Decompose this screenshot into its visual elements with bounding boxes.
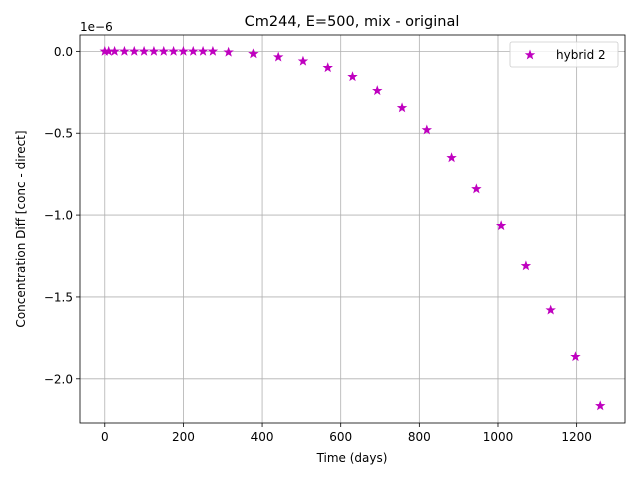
x-axis: 0 200 400 600 800 1000 1200 bbox=[101, 423, 592, 444]
data-point bbox=[570, 351, 581, 362]
legend-label: hybrid 2 bbox=[556, 48, 606, 62]
legend-star-icon bbox=[524, 49, 536, 60]
data-point bbox=[188, 45, 199, 56]
data-point bbox=[322, 62, 333, 73]
x-tick-label: 400 bbox=[251, 430, 274, 444]
data-point bbox=[138, 45, 150, 56]
data-point bbox=[595, 400, 606, 411]
data-point bbox=[421, 124, 433, 135]
data-point bbox=[158, 45, 169, 56]
data-point bbox=[396, 102, 408, 113]
data-point bbox=[129, 45, 140, 56]
data-point bbox=[545, 304, 556, 315]
data-point bbox=[446, 152, 457, 163]
plot-frame bbox=[79, 34, 626, 424]
x-tick-label: 1000 bbox=[483, 430, 514, 444]
y-tick-label: 0.0 bbox=[54, 45, 73, 59]
x-axis-label: Time (days) bbox=[316, 451, 388, 465]
data-point bbox=[148, 45, 160, 56]
y-offset-text: 1e−6 bbox=[80, 20, 113, 34]
x-tick-label: 200 bbox=[172, 430, 195, 444]
data-point bbox=[178, 45, 189, 56]
y-tick-label: −0.5 bbox=[44, 127, 73, 141]
y-tick-label: −1.5 bbox=[44, 290, 73, 304]
data-points bbox=[99, 45, 606, 411]
data-point bbox=[207, 45, 219, 56]
data-point bbox=[520, 260, 532, 271]
data-point bbox=[471, 183, 482, 194]
x-tick-label: 800 bbox=[408, 430, 431, 444]
grid bbox=[80, 35, 625, 423]
legend-box bbox=[509, 41, 619, 68]
data-point bbox=[495, 220, 507, 231]
data-point bbox=[109, 45, 120, 56]
data-point bbox=[347, 71, 358, 82]
legend: hybrid 2 bbox=[509, 41, 619, 68]
data-point bbox=[248, 48, 259, 59]
data-point bbox=[197, 45, 209, 56]
y-tick-label: −1.0 bbox=[44, 209, 73, 223]
data-point bbox=[297, 55, 309, 66]
y-axis-label: Concentration Diff [conc - direct] bbox=[14, 130, 28, 327]
y-tick-label: −2.0 bbox=[44, 372, 73, 386]
data-point bbox=[272, 51, 284, 62]
data-point bbox=[223, 46, 234, 57]
x-tick-label: 1200 bbox=[561, 430, 592, 444]
y-axis: 0.0 −0.5 −1.0 −1.5 −2.0 bbox=[44, 45, 80, 386]
data-point bbox=[168, 45, 179, 56]
x-tick-label: 0 bbox=[101, 430, 109, 444]
chart-title: Cm244, E=500, mix - original bbox=[245, 14, 460, 30]
data-point bbox=[372, 85, 383, 96]
data-point bbox=[119, 45, 130, 56]
x-tick-label: 600 bbox=[329, 430, 352, 444]
